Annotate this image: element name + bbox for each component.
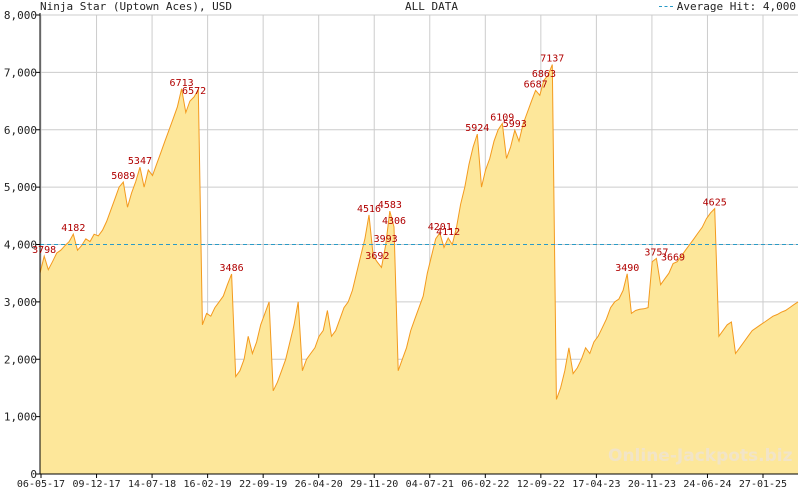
series-line: [39, 64, 799, 400]
data-label: 5089: [111, 171, 135, 182]
y-tick-label: 0: [30, 468, 37, 481]
chart-title: Ninja Star (Uptown Aces), USD: [40, 0, 233, 13]
data-label: 6713: [170, 78, 194, 89]
y-tick-label: 8,000: [4, 9, 37, 22]
data-label: 5993: [503, 119, 527, 130]
data-label: 4201: [428, 222, 452, 233]
plot-area: [39, 64, 799, 474]
y-tick-label: 3,000: [4, 296, 37, 309]
x-tick-label: 24-06-24: [683, 479, 731, 490]
x-tick-label: 27-01-25: [739, 479, 787, 490]
data-label: 3757: [644, 247, 668, 258]
x-tick-label: 26-04-20: [295, 479, 343, 490]
x-tick-label: 12-09-22: [517, 479, 565, 490]
data-label: 4516: [357, 204, 381, 215]
y-tick-label: 6,000: [4, 124, 37, 137]
data-label: 3669: [661, 252, 685, 263]
data-label: 3692: [365, 251, 389, 262]
x-tick-label: 22-09-19: [239, 479, 287, 490]
axes: [39, 13, 798, 475]
y-axis-ticks: 0 1,000 2,000 3,000 4,000 5,000 6,000 7,000 8,00…: [4, 9, 40, 481]
data-label: 3798: [32, 245, 56, 256]
x-axis-ticks: 06-05-17 09-12-17 14-07-18 16-02-19 22-09-19…: [17, 474, 787, 490]
x-tick-label: 06-02-22: [461, 479, 509, 490]
y-tick-label: 7,000: [4, 66, 37, 79]
dashed-line-icon: [658, 6, 673, 7]
data-label: 6863: [532, 69, 556, 80]
x-tick-label: 14-07-18: [128, 479, 176, 490]
average-legend: Average Hit: 4,000: [658, 0, 796, 13]
data-label: 5924: [465, 123, 489, 134]
data-label: 5347: [128, 156, 152, 167]
data-label: 7137: [540, 54, 564, 65]
x-tick-label: 04-07-21: [406, 479, 454, 490]
watermark: Online-Jackpots.biz: [608, 446, 793, 466]
range-label: ALL DATA: [405, 0, 458, 13]
data-label: 6109: [490, 112, 514, 123]
data-label: 4112: [436, 227, 460, 238]
x-tick-label: 16-02-19: [184, 479, 232, 490]
data-label: 4306: [382, 216, 406, 227]
data-label: 3486: [220, 263, 244, 274]
x-tick-label: 06-05-17: [17, 479, 65, 490]
average-legend-label: Average Hit: 4,000: [676, 0, 796, 13]
y-tick-label: 2,000: [4, 353, 37, 366]
data-label: 4583: [378, 200, 402, 211]
x-tick-label: 29-11-20: [350, 479, 398, 490]
data-label: 4625: [703, 198, 727, 209]
data-label: 3490: [615, 263, 639, 274]
data-label: 6572: [182, 86, 206, 97]
x-tick-label: 17-04-23: [572, 479, 620, 490]
x-tick-label: 20-11-23: [628, 479, 676, 490]
series-area: [40, 64, 798, 474]
x-tick-label: 09-12-17: [72, 479, 120, 490]
y-tick-label: 5,000: [4, 181, 37, 194]
data-label: 6687: [524, 79, 548, 90]
data-label: 4182: [61, 223, 85, 234]
y-tick-label: 4,000: [4, 239, 37, 252]
data-label: 3993: [374, 234, 398, 245]
y-tick-label: 1,000: [4, 411, 37, 424]
